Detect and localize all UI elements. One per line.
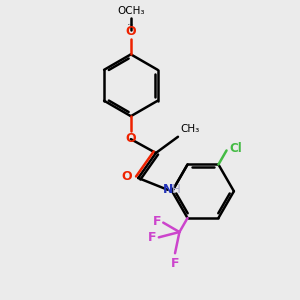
Text: methoxy: methoxy (128, 24, 134, 25)
Text: F: F (148, 231, 157, 244)
Text: CH₃: CH₃ (180, 124, 200, 134)
Text: OCH₃: OCH₃ (117, 5, 145, 16)
Text: O: O (126, 132, 136, 146)
Text: F: F (152, 215, 161, 228)
Text: O: O (126, 25, 136, 38)
Text: F: F (171, 257, 179, 270)
Text: H: H (172, 183, 180, 196)
Text: Cl: Cl (230, 142, 242, 155)
Text: O: O (122, 170, 132, 183)
Text: N: N (163, 183, 173, 196)
